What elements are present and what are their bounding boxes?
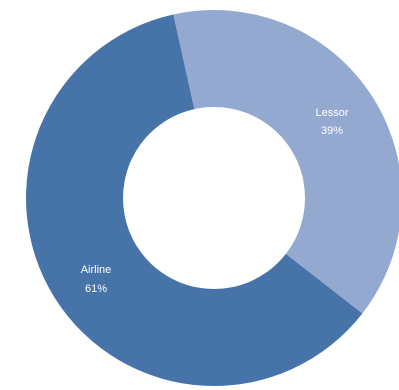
airline-label-name: Airline — [81, 264, 112, 276]
airline-label-percent: 61% — [85, 283, 107, 295]
lessor-label-percent: 39% — [321, 125, 343, 137]
donut-hole — [123, 107, 305, 289]
lessor-label-name: Lessor — [315, 107, 348, 119]
